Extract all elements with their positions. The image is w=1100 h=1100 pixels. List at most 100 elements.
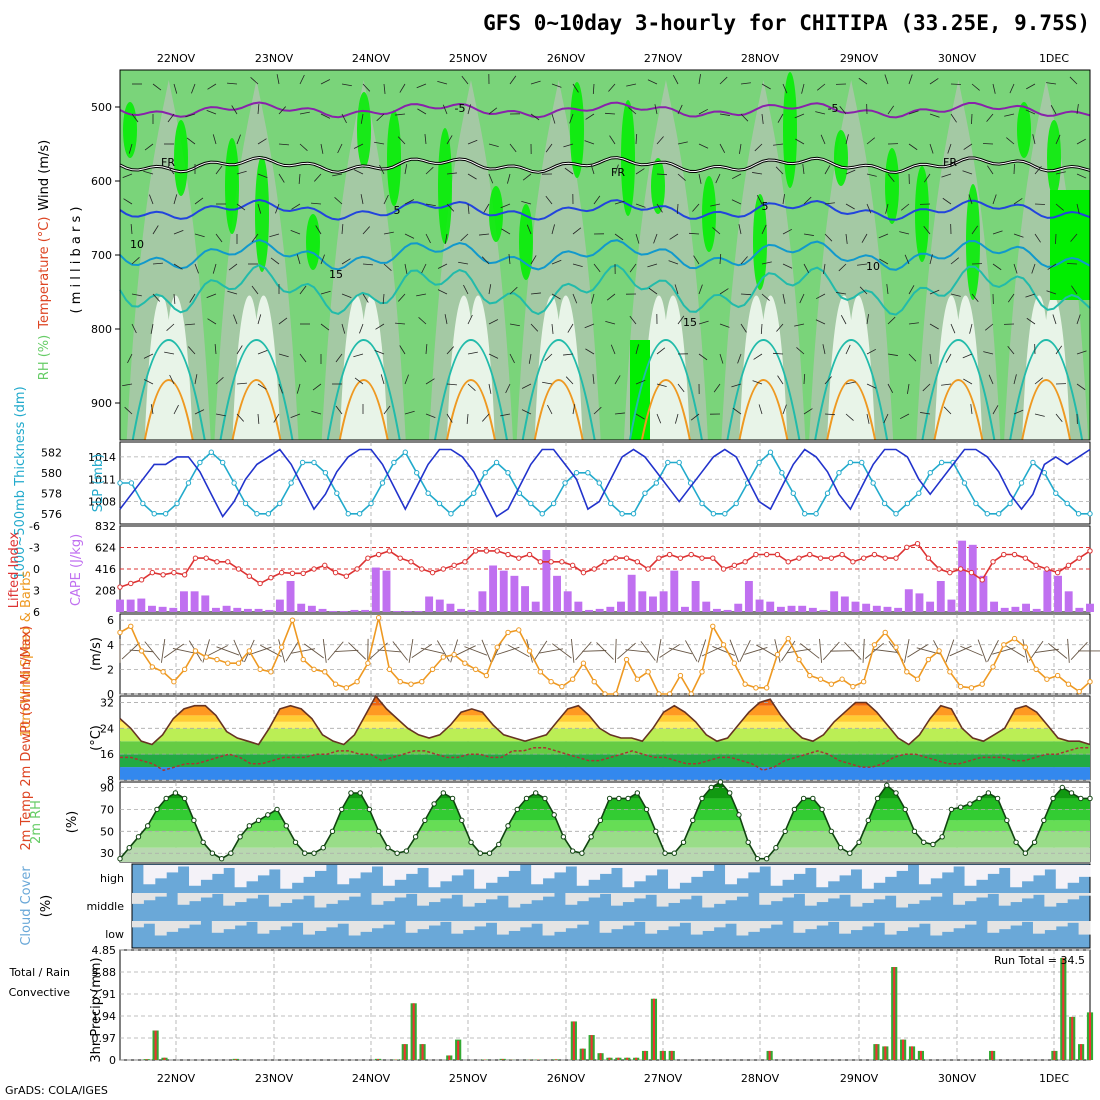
cloud-gap (1078, 893, 1091, 896)
cloud-gap (519, 921, 532, 928)
cloud-gap (428, 921, 441, 926)
cloud-gap (325, 921, 338, 928)
wind-barb (1009, 83, 1015, 94)
wind-barb (908, 353, 917, 362)
wind-barb (186, 137, 196, 145)
wind-barb (752, 380, 763, 385)
wind-barb (969, 323, 973, 334)
surface-wind-barb (206, 645, 228, 657)
rh-line-point (588, 834, 594, 840)
wind-barb (1007, 345, 1015, 355)
wind-barb (656, 347, 666, 355)
isotherm-warm-arch (326, 339, 401, 441)
wind-barb (606, 293, 616, 301)
wind-barb (320, 290, 331, 295)
thickness-line-point (642, 490, 648, 496)
precip-conv-bar (768, 1050, 771, 1060)
thickness-line-point (197, 459, 203, 466)
surface-wind-barb (450, 639, 459, 663)
cloud-gap (668, 921, 680, 927)
wind-barb (270, 257, 280, 265)
wind-barb (782, 293, 786, 304)
wind-barb (212, 134, 217, 145)
cloud-gap (1044, 893, 1057, 907)
wind-barb (278, 106, 286, 115)
rh-line-point (302, 850, 308, 856)
cape-bar (1032, 608, 1041, 612)
wind-barb (815, 111, 826, 115)
wind-barb (982, 143, 994, 145)
surface-wind-barb (787, 648, 811, 654)
lifted-index-line-point (947, 569, 953, 576)
date-label-bottom: 23NOV (255, 1072, 294, 1085)
lifted-index-line-point (763, 551, 770, 558)
isotherm-label: 15 (329, 268, 343, 281)
wind-barb (941, 173, 952, 178)
wind-barb (185, 323, 196, 326)
thickness-line-point (585, 470, 591, 476)
cloud-gap (850, 865, 863, 870)
wind-barb (1055, 171, 1066, 175)
cloud-gap (382, 893, 395, 902)
isotherm-freezing-inner (119, 156, 1091, 173)
cloud-gap (884, 893, 897, 896)
lifted-index-line-point (634, 559, 641, 565)
wind-speed-line-point (774, 651, 781, 658)
rh-ylabel-text: 2m RH (29, 800, 44, 844)
wind-barb (461, 75, 469, 85)
wind-barb (752, 172, 763, 175)
wind-barb (626, 83, 637, 87)
surface-wind-barb (685, 640, 698, 662)
wind-barb (656, 383, 667, 387)
cape-bar (883, 606, 892, 612)
wind-barb (943, 406, 952, 415)
isotherm-label: FR (611, 166, 625, 179)
cloud-gap (154, 893, 167, 897)
rh-line-point (200, 839, 206, 845)
cloud-gap (325, 893, 338, 904)
surface-wind-barb (729, 639, 740, 663)
cloud-gap (303, 921, 315, 935)
wind-barb (320, 323, 330, 331)
thickness-line-point (916, 490, 922, 496)
moist-patch (651, 158, 665, 214)
surface-wind-barb (508, 644, 530, 658)
cloud-gap (1067, 865, 1080, 883)
wind-barb (740, 82, 751, 85)
cloud-gap (645, 865, 658, 876)
wind-barb (950, 113, 957, 123)
date-label-top: 24NOV (352, 52, 391, 65)
isotherm-label: -5 (828, 102, 839, 115)
cloud-gap (793, 893, 806, 894)
wind-speed-line-point (1001, 642, 1007, 648)
rh-line-point (440, 790, 447, 796)
cape-bar (542, 549, 551, 612)
wind-barb (866, 348, 877, 355)
cloud-gap (211, 865, 224, 874)
wind-barb (635, 413, 645, 420)
wind-barb (437, 81, 448, 85)
wind-barb (1034, 233, 1041, 243)
wind-barb (688, 232, 700, 235)
cloud-gap (873, 893, 886, 900)
wind-barb (803, 233, 814, 236)
lifted-index-line-point (548, 559, 554, 565)
rh-line-point (431, 801, 437, 807)
rh-line-point (985, 790, 992, 796)
rh-line-point (449, 795, 456, 802)
cloud-gap (417, 865, 430, 868)
wind-barb (467, 314, 473, 325)
wind-barb (236, 413, 244, 422)
rh-line-point (736, 812, 742, 818)
thickness-line-point (528, 500, 534, 507)
thickness-line-point (493, 459, 500, 466)
lifted-index-line-point (537, 559, 544, 565)
dry-core (446, 295, 495, 440)
wind-barb (194, 374, 198, 385)
surface-wind-barb (285, 640, 300, 662)
thickness-line-point (185, 480, 192, 486)
wind-barb (233, 314, 238, 325)
lifted-index-line-point (138, 577, 145, 583)
wind-barb (563, 143, 574, 148)
